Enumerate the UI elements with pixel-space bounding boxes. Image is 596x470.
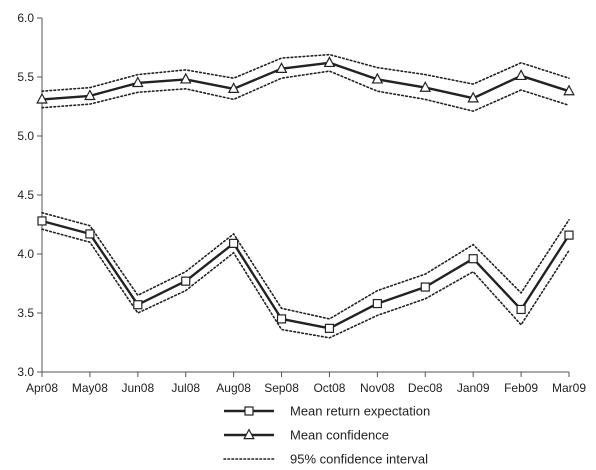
legend-label: Mean confidence [290, 428, 389, 443]
legend-item: 95% confidence interval [223, 452, 428, 467]
confidence-interval-lines [41, 53, 570, 339]
y-tick-label: 4.5 [17, 188, 34, 202]
x-tick-label: Apr08 [26, 381, 58, 395]
chart-axes: 3.0 3.5 4.0 4.5 5.0 5.5 6.0 Apr08 May08 Jun08 Jul0… [17, 11, 586, 395]
return-expectation-point [564, 230, 574, 240]
confidence-point [371, 72, 384, 84]
x-tick-label: Jan09 [457, 381, 490, 395]
confidence-ci-upper-line [41, 53, 570, 92]
legend-item: Mean confidence [224, 428, 389, 443]
confidence-point [179, 72, 192, 84]
y-tick-label: 5.5 [17, 70, 34, 84]
y-tick-label: 5.0 [17, 129, 34, 143]
return-expectation-point [468, 254, 478, 264]
x-tick-label: Nov08 [360, 381, 395, 395]
y-tick-label: 6.0 [17, 11, 34, 25]
x-tick-label: Aug08 [216, 381, 251, 395]
confidence-point [419, 80, 432, 92]
return-expectation-point [181, 276, 191, 286]
return-expectation-point [420, 282, 430, 292]
return-expectation-point [37, 216, 47, 226]
legend-label: Mean return expectation [290, 404, 430, 419]
x-tick-label: Feb09 [504, 381, 538, 395]
x-tick-label: Sep08 [264, 381, 299, 395]
series-markers [36, 56, 575, 333]
confidence-point [227, 82, 240, 94]
legend-label: 95% confidence interval [290, 452, 428, 467]
y-tick-label: 3.5 [17, 306, 34, 320]
return-expectation-point [133, 300, 143, 310]
x-tick-label: May08 [72, 381, 108, 395]
x-tick-label: Oct08 [313, 381, 345, 395]
return-expectation-point [229, 238, 239, 248]
return-expectation-point [324, 323, 335, 333]
x-tick-label: Mar09 [552, 381, 586, 395]
return-expectation-ci-lower-line [41, 228, 570, 339]
confidence-point [563, 84, 575, 96]
legend-triangle-marker [243, 428, 255, 440]
confidence-series-line [41, 61, 570, 101]
confidence-point [323, 56, 336, 68]
y-tick-label: 4.0 [17, 247, 34, 261]
return-expectation-point [276, 314, 287, 324]
return-expectation-series-line [41, 219, 571, 330]
legend-item: Mean return expectation [224, 404, 430, 419]
confidence-point [132, 76, 144, 88]
legend-square-marker [244, 406, 254, 416]
chart-legend: Mean return expectation Mean confidence 95… [223, 404, 430, 467]
x-tick-label: Dec08 [408, 381, 443, 395]
confidence-point [467, 91, 479, 103]
return-expectation-ci-upper-line [41, 211, 570, 320]
confidence-point [275, 62, 288, 73]
x-tick-label: Jun08 [121, 381, 154, 395]
return-expectation-point [516, 304, 526, 315]
return-expectation-point [85, 229, 95, 239]
confidence-ci-lower-line [41, 70, 570, 113]
x-tick-label: Jul08 [171, 381, 200, 395]
y-tick-label: 3.0 [17, 365, 34, 379]
confidence-point [515, 69, 527, 81]
confidence-point [84, 89, 96, 101]
return-expectation-point [372, 298, 382, 309]
confidence-point [36, 92, 48, 104]
series-lines [41, 61, 571, 330]
